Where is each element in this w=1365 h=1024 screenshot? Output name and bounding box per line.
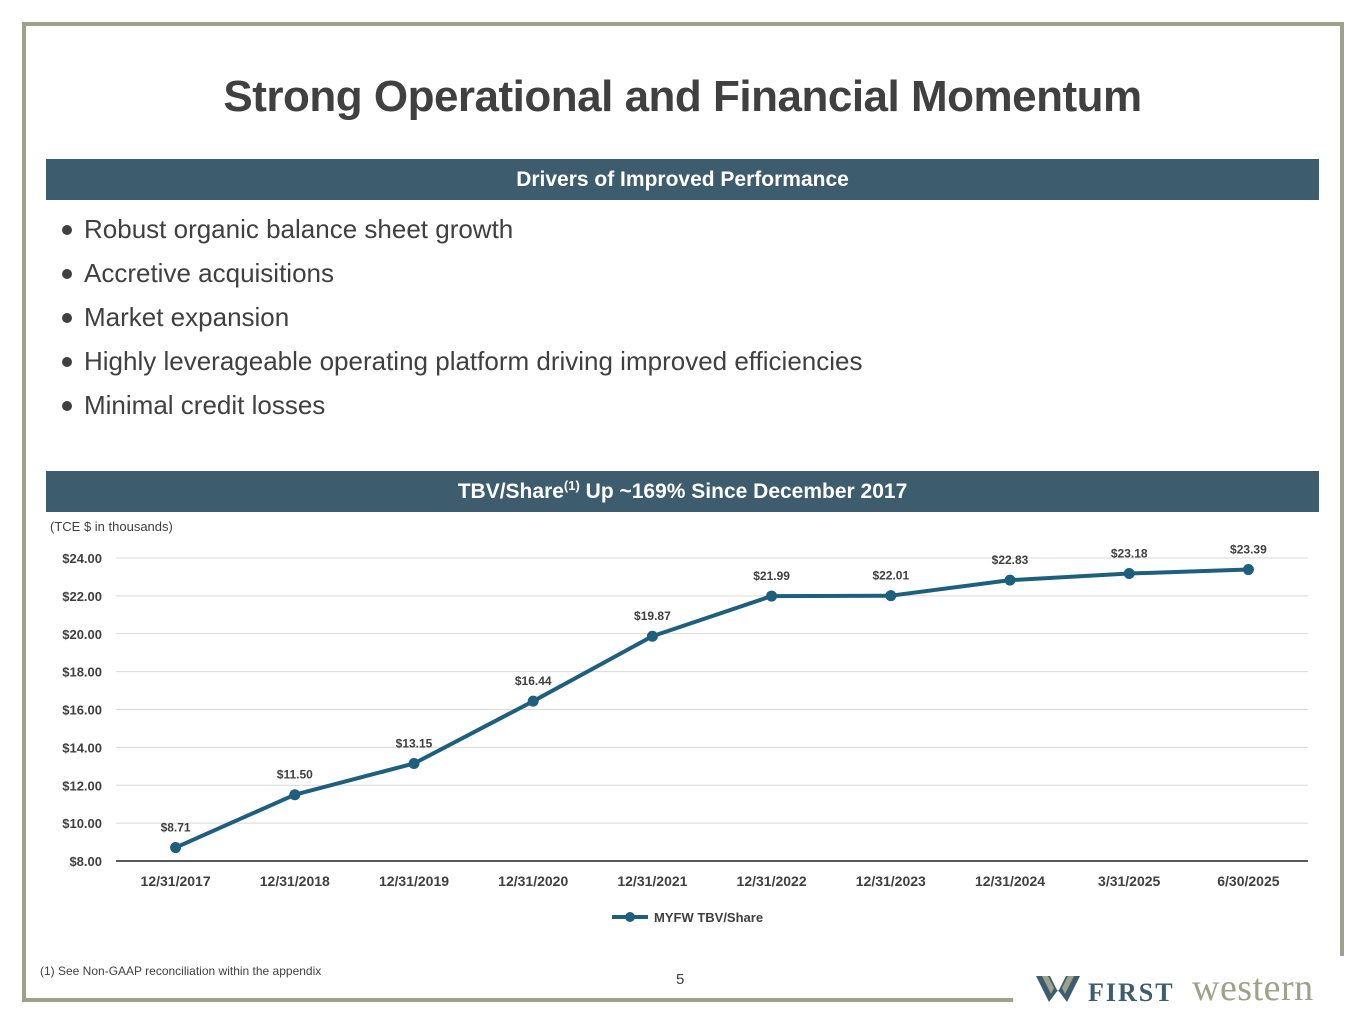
data-point: [1123, 568, 1135, 580]
data-label: $16.44: [515, 674, 552, 688]
frame-top-border: [22, 22, 1344, 26]
first-western-logo: FIRST western: [1036, 967, 1344, 1009]
y-tick-label: $18.00: [62, 665, 102, 680]
data-point: [646, 630, 658, 642]
drivers-list: Robust organic balance sheet growth Accr…: [60, 210, 863, 430]
chart-heading-footnote-ref: (1): [563, 478, 580, 493]
y-tick-label: $16.00: [62, 703, 102, 718]
y-tick-label: $24.00: [62, 551, 102, 566]
data-point: [527, 695, 539, 707]
y-tick-label: $8.00: [69, 854, 102, 869]
unit-note: (TCE $ in thousands): [50, 519, 173, 534]
driver-item: Minimal credit losses: [60, 386, 863, 430]
logo-first-text: FIRST: [1088, 978, 1175, 1007]
data-label: $13.15: [396, 736, 433, 750]
x-tick-label: 12/31/2022: [737, 873, 807, 889]
chart-heading-band: TBV/Share(1) Up ~169% Since December 201…: [46, 471, 1319, 512]
data-label: $22.01: [872, 569, 909, 583]
x-tick-label: 12/31/2024: [975, 873, 1045, 889]
data-label: $19.87: [634, 609, 671, 623]
data-point: [289, 789, 301, 801]
driver-item: Highly leverageable operating platform d…: [60, 342, 863, 386]
data-point: [1242, 564, 1254, 576]
y-tick-label: $14.00: [62, 740, 102, 755]
data-point: [766, 590, 778, 602]
data-label: $11.50: [277, 768, 313, 782]
y-tick-label: $12.00: [62, 778, 102, 793]
x-tick-label: 12/31/2017: [141, 873, 211, 889]
legend-label: MYFW TBV/Share: [654, 910, 763, 925]
data-point: [408, 757, 420, 769]
drivers-heading: Drivers of Improved Performance: [516, 168, 849, 191]
data-point: [1004, 574, 1016, 586]
data-point: [170, 842, 182, 854]
y-tick-label: $22.00: [62, 589, 102, 604]
frame-left-border: [22, 22, 26, 1002]
data-label: $21.99: [753, 569, 790, 583]
x-tick-label: 12/31/2020: [498, 873, 568, 889]
drivers-heading-band: Drivers of Improved Performance: [46, 159, 1319, 200]
data-label: $22.83: [992, 553, 1029, 567]
y-tick-label: $10.00: [62, 816, 102, 831]
logo-w-mark-icon: [1036, 976, 1080, 1002]
x-tick-label: 12/31/2019: [379, 873, 449, 889]
data-label: $23.18: [1111, 547, 1148, 561]
driver-item: Market expansion: [60, 298, 863, 342]
chart-heading-rest: Up ~169% Since December 2017: [585, 480, 908, 503]
page-title: Strong Operational and Financial Momentu…: [223, 72, 1142, 121]
data-label: $8.71: [161, 821, 191, 835]
data-point: [885, 590, 897, 602]
frame-bottom-border: [22, 998, 1013, 1002]
y-tick-label: $20.00: [62, 627, 102, 642]
x-tick-label: 6/30/2025: [1217, 873, 1279, 889]
data-label: $23.39: [1230, 543, 1267, 557]
chart-heading-main: TBV/Share: [457, 480, 564, 503]
tbv-line-chart: $8.00 $10.00 $12.00 $14.00 $16.00 $18.00 $20.0…: [62, 543, 1308, 925]
page-number: 5: [676, 971, 685, 988]
x-tick-label: 12/31/2023: [856, 873, 926, 889]
driver-item: Robust organic balance sheet growth: [60, 210, 863, 254]
driver-item: Accretive acquisitions: [60, 254, 863, 298]
footnote: (1) See Non-GAAP reconciliation within t…: [40, 964, 322, 978]
series-line: [174, 567, 1249, 850]
x-tick-label: 12/31/2018: [260, 873, 330, 889]
frame-right-border: [1340, 22, 1344, 956]
legend-marker: [625, 912, 635, 922]
x-tick-label: 12/31/2021: [617, 873, 687, 889]
x-tick-label: 3/31/2025: [1098, 873, 1160, 889]
logo-western-text: western: [1192, 967, 1314, 1009]
